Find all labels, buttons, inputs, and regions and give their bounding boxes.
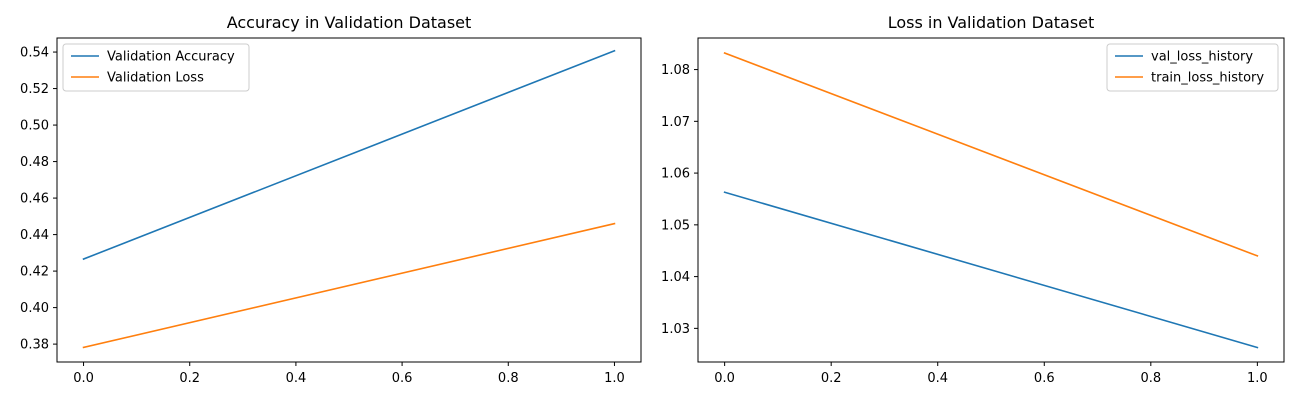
x-tick-label: 0.4: [927, 371, 948, 386]
legend-label-1: Validation Loss: [107, 71, 204, 86]
x-tick-label: 1.0: [1247, 371, 1268, 386]
legend-box: [1106, 43, 1279, 92]
y-tick-label: 0.52: [20, 82, 49, 97]
x-tick-label: 1.0: [604, 371, 625, 386]
y-tick-label: 1.03: [661, 322, 690, 337]
y-tick-label: 1.08: [661, 63, 690, 78]
x-tick-label: 0.6: [392, 371, 413, 386]
loss-chart: Loss in Validation Dataset 0.0 0.2 0.4 0.6 0…: [661, 13, 1285, 386]
x-tick-label: 0.2: [821, 371, 842, 386]
axes-frame: [697, 37, 1285, 363]
legend-box: [62, 43, 250, 92]
legend-label-1: train_loss_history: [1151, 71, 1264, 86]
y-tick-label: 0.50: [20, 119, 49, 134]
x-tick-label: 0.8: [498, 371, 519, 386]
legend-label-0: Validation Accuracy: [107, 50, 235, 65]
y-tick-label: 1.07: [661, 115, 690, 130]
accuracy-chart: Accuracy in Validation Dataset 0.0 0.2 0.4…: [20, 13, 642, 386]
legend-label-0: val_loss_history: [1151, 50, 1253, 65]
y-tick-label: 0.54: [20, 46, 49, 61]
series-line-0: [723, 191, 1259, 349]
x-tick-label: 0.6: [1034, 371, 1055, 386]
y-tick-label: 1.04: [661, 270, 690, 285]
y-tick-label: 0.44: [20, 228, 49, 243]
x-tick-label: 0.0: [714, 371, 735, 386]
y-tick-label: 0.38: [20, 338, 49, 353]
y-tick-label: 0.46: [20, 192, 49, 207]
chart-title: Loss in Validation Dataset: [888, 13, 1095, 32]
y-tick-label: 0.42: [20, 265, 49, 280]
legend: Validation Accuracy Validation Loss: [62, 43, 250, 92]
series-line-1: [82, 222, 616, 349]
axes-frame: [56, 37, 642, 363]
y-tick-label: 0.48: [20, 155, 49, 170]
legend: val_loss_history train_loss_history: [1106, 43, 1279, 92]
x-tick-label: 0.0: [73, 371, 94, 386]
series-line-1: [723, 51, 1259, 257]
x-tick-label: 0.2: [179, 371, 200, 386]
y-tick-label: 0.40: [20, 301, 49, 316]
chart-title: Accuracy in Validation Dataset: [227, 13, 472, 32]
series-line-0: [82, 49, 616, 261]
x-tick-label: 0.4: [286, 371, 307, 386]
x-tick-label: 0.8: [1140, 371, 1161, 386]
y-tick-label: 1.05: [661, 218, 690, 233]
y-tick-label: 1.06: [661, 167, 690, 182]
